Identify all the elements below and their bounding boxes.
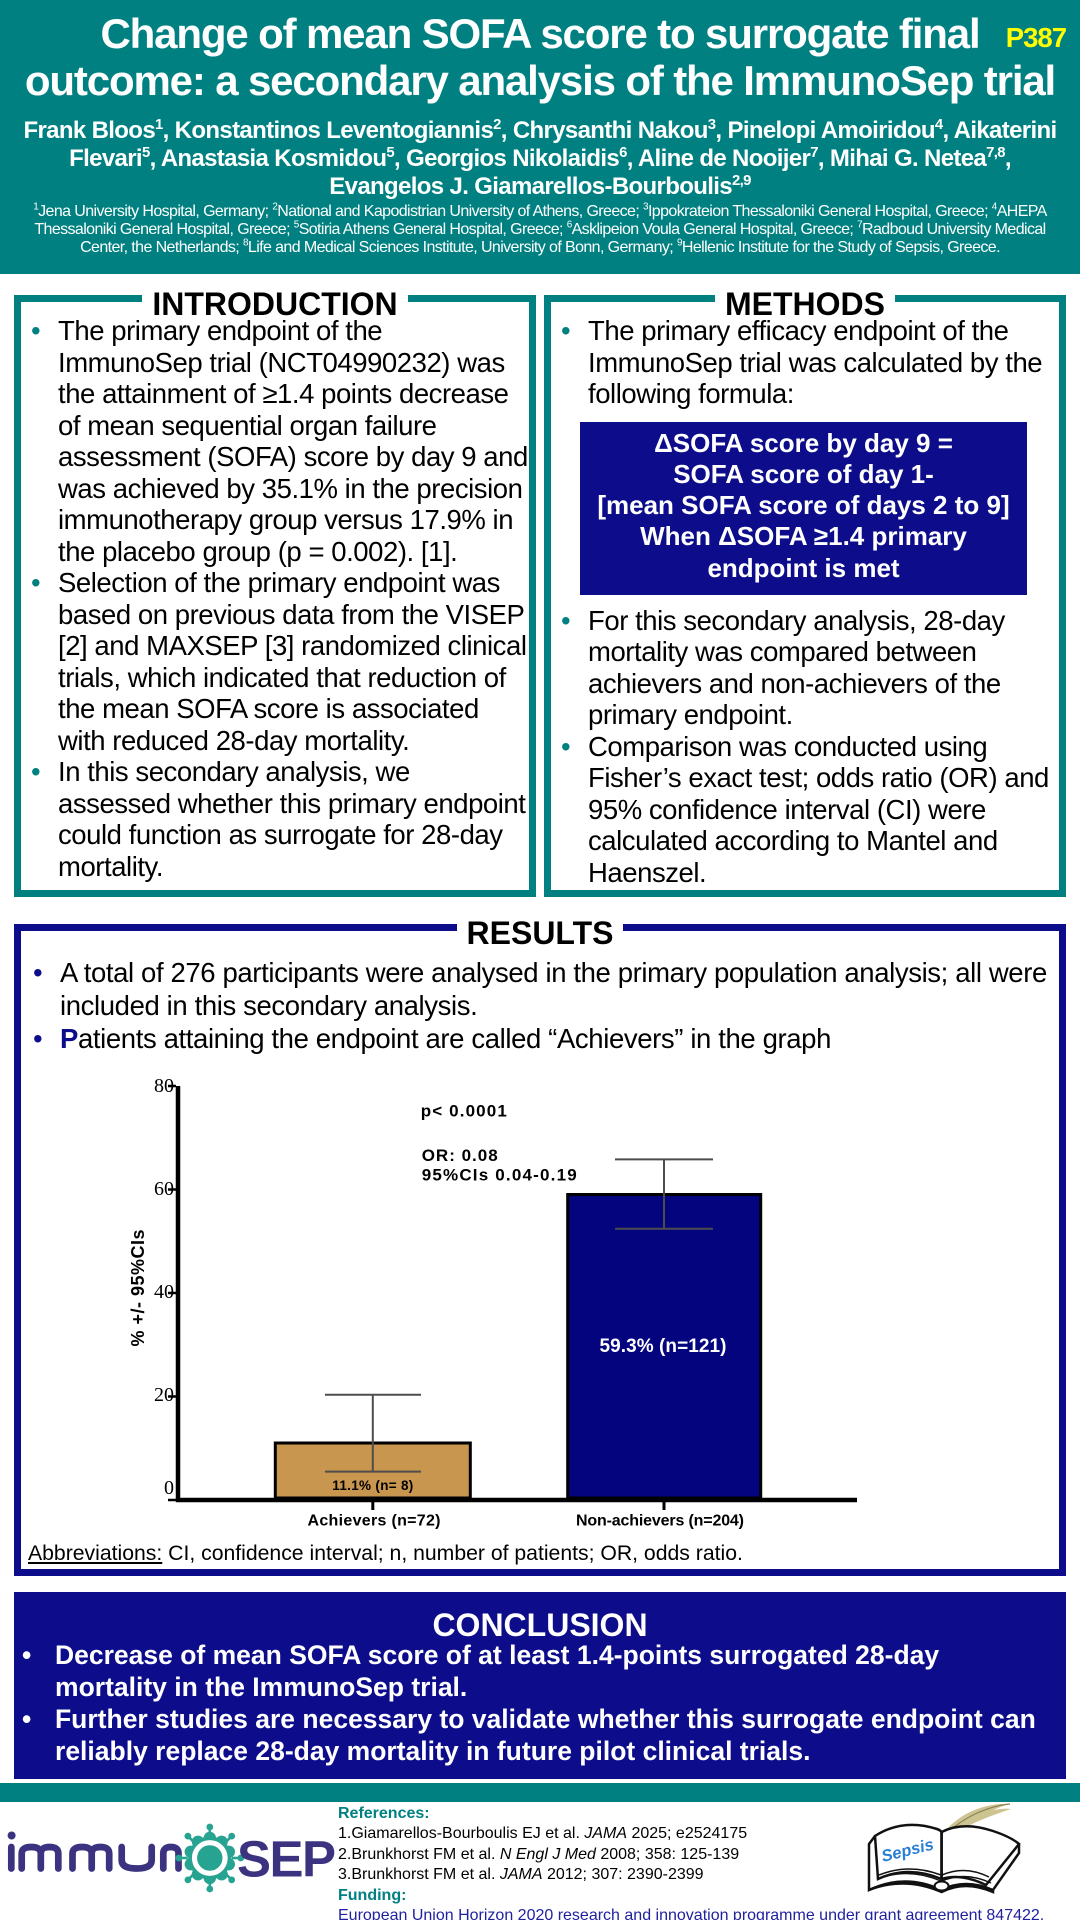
svg-text:p< 0.0001: p< 0.0001 <box>421 1101 507 1120</box>
svg-text:OR: 0.08: OR: 0.08 <box>422 1146 498 1165</box>
svg-text:80: 80 <box>154 1075 174 1097</box>
svg-text:Achievers (n=72): Achievers (n=72) <box>308 1513 441 1530</box>
svg-text:SEP: SEP <box>237 1831 335 1888</box>
svg-text:95%CIs 0.04-0.19: 95%CIs 0.04-0.19 <box>422 1165 577 1184</box>
svg-text:59.3% (n=121): 59.3% (n=121) <box>600 1336 727 1357</box>
svg-text:% +/- 95%CIs: % +/- 95%CIs <box>130 1230 148 1347</box>
svg-text:40: 40 <box>154 1281 174 1303</box>
svg-text:11.1% (n= 8): 11.1% (n= 8) <box>332 1478 413 1493</box>
svg-text:60: 60 <box>154 1178 174 1200</box>
svg-text:0: 0 <box>164 1477 174 1499</box>
svg-text:Non-achievers (n=204): Non-achievers (n=204) <box>576 1513 744 1530</box>
svg-text:20: 20 <box>154 1384 174 1406</box>
